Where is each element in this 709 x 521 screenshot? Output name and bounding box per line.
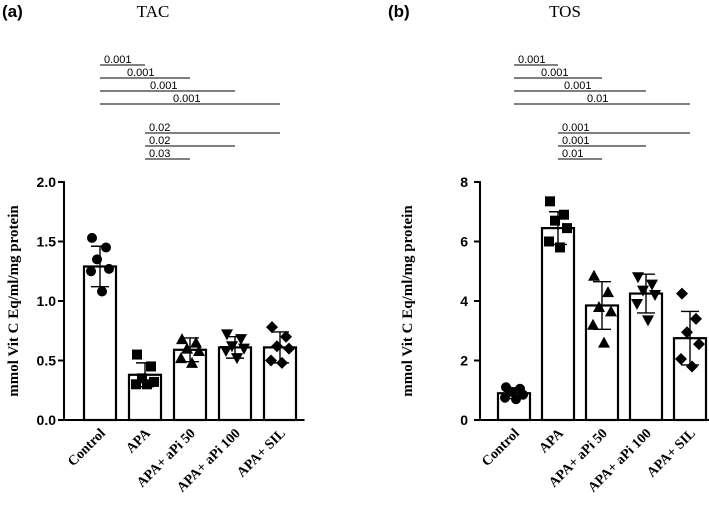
panel-b-category-label: APA+ SIL bbox=[645, 426, 699, 480]
panel-b-data-point bbox=[693, 338, 705, 351]
panel-a-comparison-label: 0.001 bbox=[150, 80, 178, 92]
panel-a-y-tick-label: 1.5 bbox=[37, 234, 57, 250]
panel-a-data-point bbox=[280, 330, 292, 343]
panel-a-data-point bbox=[181, 342, 193, 354]
panel-b-comparison-label: 0.001 bbox=[564, 80, 592, 92]
panel-b-data-point bbox=[545, 196, 555, 207]
panel-b-comparison-label: 0.001 bbox=[562, 122, 590, 134]
panel-b-data-point bbox=[632, 272, 644, 284]
panel-b-data-point bbox=[681, 326, 693, 339]
panel-b-data-point bbox=[646, 279, 658, 291]
panel-b-data-point bbox=[686, 360, 698, 373]
panel-b-y-tick-label: 6 bbox=[460, 234, 468, 250]
panel-a-y-axis-label: mmol Vit C Eq/ml/mg protein bbox=[6, 205, 22, 397]
panel-a-comparison-label: 0.02 bbox=[149, 135, 170, 147]
panel-a-data-point bbox=[92, 254, 102, 265]
panel-b-comparison-label: 0.001 bbox=[541, 67, 569, 79]
panel-b-category-label: Control bbox=[479, 426, 523, 470]
panel-a-data-point bbox=[175, 352, 187, 364]
panel-a-data-point bbox=[235, 334, 247, 346]
panel-b-data-point bbox=[562, 223, 572, 234]
panel-a-category-label: Control bbox=[65, 426, 109, 470]
panel-a-comparison-label: 0.001 bbox=[173, 93, 201, 105]
panel-a-data-point bbox=[104, 263, 114, 274]
panel-a-data-point bbox=[142, 379, 152, 390]
panel-b-comparison-label: 0.01 bbox=[562, 148, 583, 160]
panel-a-comparison-label: 0.001 bbox=[127, 67, 155, 79]
panel-b-y-axis-label: mmol Vit C Eq/ml/mg protein bbox=[400, 205, 416, 397]
panel-b-data-point bbox=[649, 290, 661, 302]
panel-a-title: TAC bbox=[137, 2, 170, 21]
panel-a-data-point bbox=[283, 342, 295, 355]
panel-a-data-point bbox=[271, 340, 283, 353]
panel-b-data-point bbox=[559, 209, 569, 220]
panel-a-data-point bbox=[131, 379, 141, 390]
panel-b-bar bbox=[540, 227, 576, 422]
panel-b-y-tick-label: 2 bbox=[460, 353, 468, 369]
panel-b-y-tick-label: 4 bbox=[460, 293, 468, 309]
panel-b-data-point bbox=[544, 236, 554, 247]
panel-a-data-point bbox=[231, 353, 243, 365]
panel-a-data-point bbox=[226, 341, 238, 353]
panel-a-data-point bbox=[132, 349, 142, 360]
panel-a-data-point bbox=[101, 242, 111, 253]
panel-b-data-point bbox=[675, 353, 687, 366]
panel-a-category-label: APA+ SIL bbox=[235, 426, 289, 480]
panel-b-data-point bbox=[588, 269, 600, 281]
panel-a-comparison-label: 0.02 bbox=[149, 122, 170, 134]
panel-b-data-point bbox=[631, 298, 643, 310]
panel-b-data-point bbox=[602, 286, 614, 298]
panel-a-data-point bbox=[221, 329, 233, 341]
panel-a-data-point bbox=[276, 356, 288, 369]
panel-a-data-point bbox=[149, 376, 159, 387]
panel-a-data-point bbox=[190, 336, 202, 348]
panel-b-y-tick-label: 0 bbox=[460, 412, 468, 428]
panel-b-data-point bbox=[593, 300, 605, 312]
panel-b-data-point bbox=[587, 318, 599, 330]
panel-a-data-point bbox=[186, 356, 198, 368]
panel-a-data-point bbox=[146, 361, 156, 372]
panel-b-category-label: APA bbox=[537, 426, 568, 457]
panel-b-data-point bbox=[550, 215, 560, 226]
panel-b-data-point bbox=[598, 336, 610, 348]
panel-a-y-tick-label: 2.0 bbox=[37, 174, 57, 190]
panel-a-data-point bbox=[238, 343, 250, 355]
panel-b-data-point bbox=[642, 315, 654, 327]
panel-a-y-tick-label: 1.0 bbox=[37, 293, 57, 309]
panel-a-data-point bbox=[266, 321, 278, 334]
panel-b-data-point bbox=[511, 394, 521, 405]
panel-a-label: (a) bbox=[2, 2, 23, 21]
panel-a-data-point bbox=[220, 345, 232, 357]
panel-a-category-label: APA bbox=[124, 426, 155, 457]
panel-a-data-point bbox=[97, 286, 107, 297]
panel-b-data-point bbox=[555, 242, 565, 253]
panel-b-data-point bbox=[676, 287, 688, 300]
panel-b-data-point bbox=[500, 392, 510, 403]
panel-a-data-point bbox=[193, 344, 205, 356]
panel-b-data-point bbox=[605, 305, 617, 317]
panel-a-comparison-label: 0.001 bbox=[104, 54, 132, 66]
panel-a-y-tick-label: 0.5 bbox=[37, 353, 57, 369]
panel-a-y-tick-label: 0.0 bbox=[37, 412, 57, 428]
panel-a-data-point bbox=[137, 373, 147, 384]
panel-b-y-tick-label: 8 bbox=[460, 174, 468, 190]
panel-b-data-point bbox=[637, 285, 649, 297]
panel-b-label: (b) bbox=[388, 2, 410, 21]
panel-b-comparison-label: 0.001 bbox=[562, 135, 590, 147]
panel-a-comparison-label: 0.03 bbox=[149, 148, 170, 160]
panel-a-data-point bbox=[176, 333, 188, 345]
panel-b-data-point bbox=[690, 312, 702, 325]
panel-b-comparison-label: 0.01 bbox=[587, 93, 608, 105]
panel-a-data-point bbox=[86, 266, 96, 277]
panel-a-data-point bbox=[265, 354, 277, 367]
panel-b-title: TOS bbox=[549, 2, 581, 21]
panel-a-data-point bbox=[87, 232, 97, 243]
panel-b-comparison-label: 0.001 bbox=[518, 54, 546, 66]
